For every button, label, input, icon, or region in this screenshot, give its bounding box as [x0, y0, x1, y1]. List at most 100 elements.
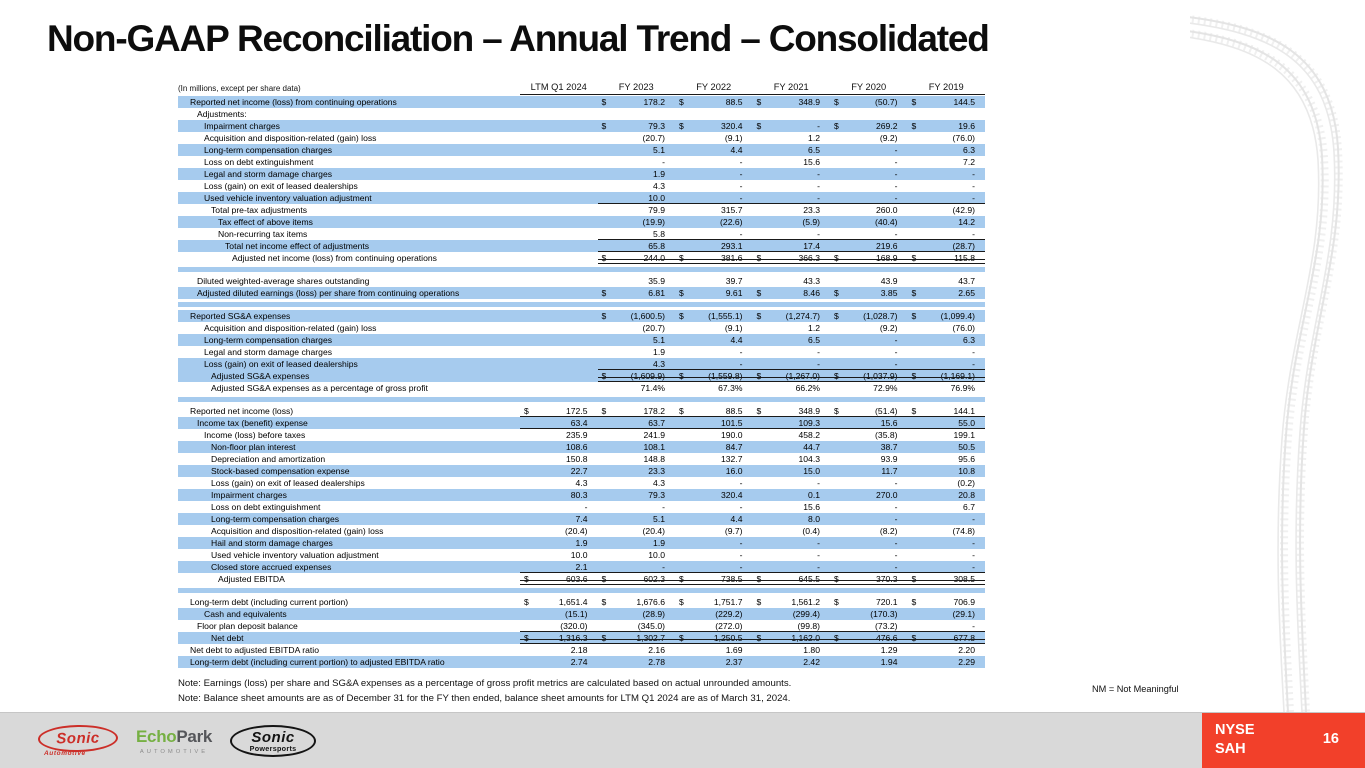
- value-cell: [520, 252, 598, 264]
- footnotes: Note: Earnings (loss) per share and SG&A…: [178, 676, 791, 706]
- value-cell: 35.9: [598, 275, 676, 287]
- cell-value: (272.0): [715, 621, 743, 631]
- cell-value: (0.2): [957, 478, 975, 488]
- row-label: Diluted weighted-average shares outstand…: [197, 276, 370, 286]
- value-cell: -: [830, 477, 908, 489]
- cell-value: 15.6: [803, 502, 820, 512]
- value-cell: -: [675, 477, 753, 489]
- value-cell: [520, 228, 598, 240]
- value-cell: (299.4): [753, 608, 831, 620]
- cell-value: 1,651.4: [558, 597, 588, 607]
- row-label: Reported SG&A expenses: [190, 311, 291, 321]
- cell-value: 65.8: [648, 241, 665, 251]
- cell-value: 72.9%: [873, 383, 898, 393]
- table-row: Loss on debt extinguishment - - 15.6 - 7.2: [178, 156, 985, 168]
- cell-value: (22.6): [720, 217, 743, 227]
- table-row: Long-term compensation charges 5.1 4.4 6.5 -…: [178, 144, 985, 156]
- value-cell: $ (1,169.1): [908, 370, 986, 382]
- cell-value: (9.2): [879, 323, 898, 333]
- cell-value: -: [972, 169, 975, 179]
- value-cell: -: [830, 156, 908, 168]
- value-cell: (29.1): [908, 608, 986, 620]
- cell-value: (20.7): [642, 133, 665, 143]
- row-values: 7.4 5.1 4.4 8.0 - -: [520, 513, 985, 525]
- row-values: $ (1,600.5) $ (1,555.1) $ (1,274.7) $ (1,028.7)…: [520, 310, 985, 322]
- value-cell: 11.7: [830, 465, 908, 477]
- value-cell: (28.7): [908, 240, 986, 252]
- cell-value: 738.5: [720, 574, 743, 584]
- value-cell: -: [908, 513, 986, 525]
- value-cell: $320.4: [675, 120, 753, 132]
- cell-value: -: [894, 550, 898, 560]
- row-values: $178.2 $88.5 $348.9 $ (50.7) $144.5: [520, 96, 985, 108]
- cell-value: 11.7: [881, 466, 898, 476]
- value-cell: -: [675, 180, 753, 192]
- value-cell: 44.7: [753, 441, 831, 453]
- dollar-sign: $: [911, 97, 917, 107]
- cell-value: 4.4: [730, 514, 743, 524]
- row-label: Long-term compensation charges: [204, 335, 333, 345]
- value-cell: 8.0: [753, 513, 831, 525]
- cell-value: 43.7: [958, 276, 975, 286]
- cell-value: 293.1: [720, 241, 743, 251]
- cell-value: 199.1: [953, 430, 975, 440]
- value-cell: $ (50.7): [830, 96, 908, 108]
- table-row: Reported net income (loss) $172.5 $178.2 $8…: [178, 405, 985, 417]
- value-cell: 108.1: [598, 441, 676, 453]
- value-cell: 84.7: [675, 441, 753, 453]
- cell-value: 7.4: [575, 514, 588, 524]
- value-cell: [520, 310, 598, 322]
- value-cell: $366.3: [753, 252, 831, 264]
- cell-value: 1.2: [808, 133, 820, 143]
- value-cell: $603.6: [520, 573, 598, 585]
- value-cell: -: [675, 228, 753, 240]
- value-cell: 79.9: [598, 204, 676, 216]
- value-cell: 5.1: [598, 144, 676, 156]
- cell-value: 0.1: [808, 490, 820, 500]
- row-values: $603.6 $602.3 $738.5 $645.5 $370.3 $308.5: [520, 573, 985, 585]
- cell-value: 1,250.5: [713, 633, 743, 643]
- row-values: 35.9 39.7 43.3 43.9 43.7: [520, 275, 985, 287]
- value-cell: -: [753, 228, 831, 240]
- value-cell: [675, 108, 753, 120]
- row-values: (20.7) (9.1) 1.2 (9.2) (76.0): [520, 322, 985, 334]
- dollar-sign: $: [601, 288, 607, 298]
- value-cell: 71.4%: [598, 382, 676, 394]
- value-cell: (9.7): [675, 525, 753, 537]
- value-cell: (9.2): [830, 322, 908, 334]
- dollar-sign: $: [679, 311, 684, 321]
- row-label: Loss on debt extinguishment: [211, 502, 321, 512]
- cell-value: (76.0): [952, 323, 975, 333]
- cell-value: -: [894, 562, 898, 572]
- page-title: Non-GAAP Reconciliation – Annual Trend –…: [47, 18, 990, 59]
- cell-value: (15.1): [565, 609, 588, 619]
- value-cell: -: [675, 561, 753, 573]
- unit-label: (In millions, except per share data): [178, 84, 301, 93]
- cell-value: (1,028.7): [863, 311, 898, 321]
- ticker-exchange: NYSE: [1215, 722, 1255, 738]
- value-cell: $ (1,559.8): [675, 370, 753, 382]
- value-cell: 55.0: [908, 417, 986, 429]
- row-values: 2.1 - - - - -: [520, 561, 985, 573]
- table-row: Total pre-tax adjustments 79.9 315.7 23.3 26…: [178, 204, 985, 216]
- cell-value: 6.3: [963, 145, 975, 155]
- value-cell: [520, 192, 598, 204]
- value-cell: -: [908, 168, 986, 180]
- value-cell: $1,651.4: [520, 596, 598, 608]
- row-values: (15.1) (28.9) (229.2) (299.4) (170.3) (29.1): [520, 608, 985, 620]
- cell-value: 168.9: [875, 253, 898, 263]
- dollar-sign: $: [601, 311, 607, 321]
- dollar-sign: $: [756, 574, 762, 584]
- row-label: Legal and storm damage charges: [204, 347, 333, 357]
- value-cell: (170.3): [830, 608, 908, 620]
- cell-value: (9.1): [724, 133, 743, 143]
- cell-value: 148.8: [643, 454, 665, 464]
- ticker-symbol: NYSE SAH: [1215, 721, 1255, 759]
- table-row: Hail and storm damage charges 1.9 1.9 - - - -: [178, 537, 985, 549]
- value-cell: 5.8: [598, 228, 676, 240]
- table-row: Tax effect of above items (19.9) (22.6) (5.…: [178, 216, 985, 228]
- row-values: $1,651.4 $1,676.6 $1,751.7 $1,561.2 $720.1 $7…: [520, 596, 985, 608]
- cell-value: (19.9): [642, 217, 665, 227]
- value-cell: [830, 108, 908, 120]
- cell-value: (73.2): [875, 621, 898, 631]
